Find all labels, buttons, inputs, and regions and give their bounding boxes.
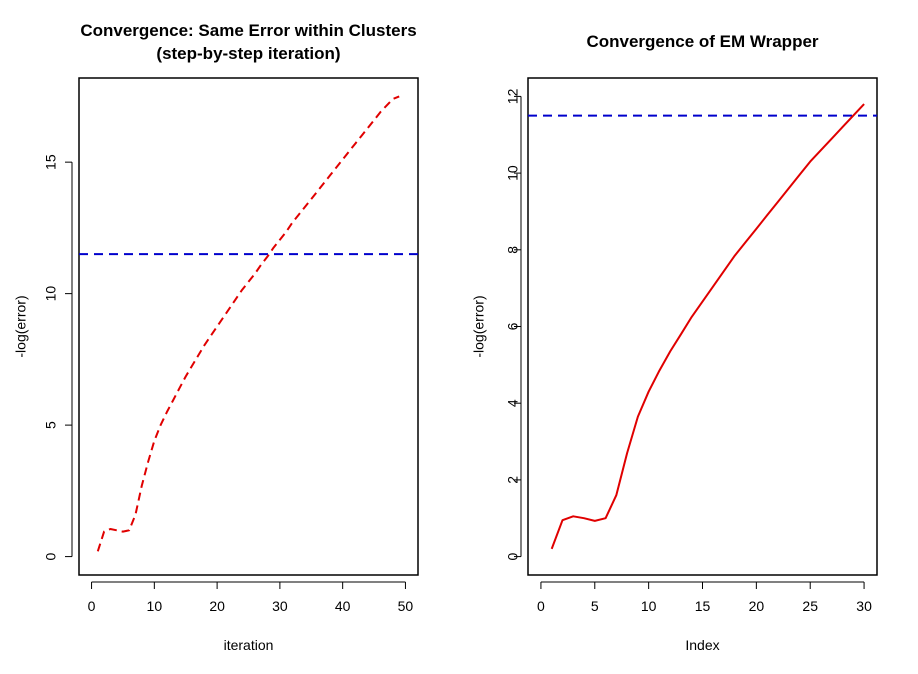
x-tick-label: 30 bbox=[272, 598, 288, 614]
y-axis-label: -log(error) bbox=[471, 295, 487, 357]
x-tick-label: 40 bbox=[335, 598, 351, 614]
x-tick-label: 30 bbox=[856, 598, 872, 614]
x-tick-label: 5 bbox=[591, 598, 599, 614]
y-tick-label: 15 bbox=[43, 154, 59, 170]
x-tick-label: 20 bbox=[749, 598, 765, 614]
x-tick-label: 25 bbox=[802, 598, 818, 614]
series-line bbox=[96, 95, 400, 552]
chart-title: Convergence: Same Error within Clusters bbox=[80, 21, 416, 40]
x-tick-label: 10 bbox=[641, 598, 657, 614]
y-tick-label: 5 bbox=[43, 421, 59, 429]
y-tick-label: 0 bbox=[43, 552, 59, 560]
y-tick-label: 10 bbox=[43, 286, 59, 302]
chart-title: Convergence of EM Wrapper bbox=[586, 32, 818, 51]
y-tick-label: 8 bbox=[505, 246, 521, 254]
y-tick-label: 4 bbox=[505, 399, 521, 407]
chart-title: (step-by-step iteration) bbox=[156, 44, 340, 63]
x-tick-label: 0 bbox=[537, 598, 545, 614]
x-tick-label: 50 bbox=[398, 598, 414, 614]
y-tick-label: 10 bbox=[505, 165, 521, 181]
x-tick-label: 20 bbox=[209, 598, 225, 614]
y-tick-label: 6 bbox=[505, 322, 521, 330]
y-tick-label: 2 bbox=[505, 476, 521, 484]
y-tick-label: 0 bbox=[505, 552, 521, 560]
plot-frame bbox=[527, 77, 878, 576]
x-tick-label: 10 bbox=[147, 598, 163, 614]
y-axis-label: -log(error) bbox=[13, 295, 29, 357]
x-tick-label: 15 bbox=[695, 598, 711, 614]
x-axis-label: Index bbox=[685, 637, 719, 653]
series-line bbox=[550, 103, 865, 550]
x-axis-label: iteration bbox=[224, 637, 274, 653]
x-tick-label: 0 bbox=[88, 598, 96, 614]
y-tick-label: 12 bbox=[505, 88, 521, 104]
plot-frame bbox=[78, 77, 419, 576]
